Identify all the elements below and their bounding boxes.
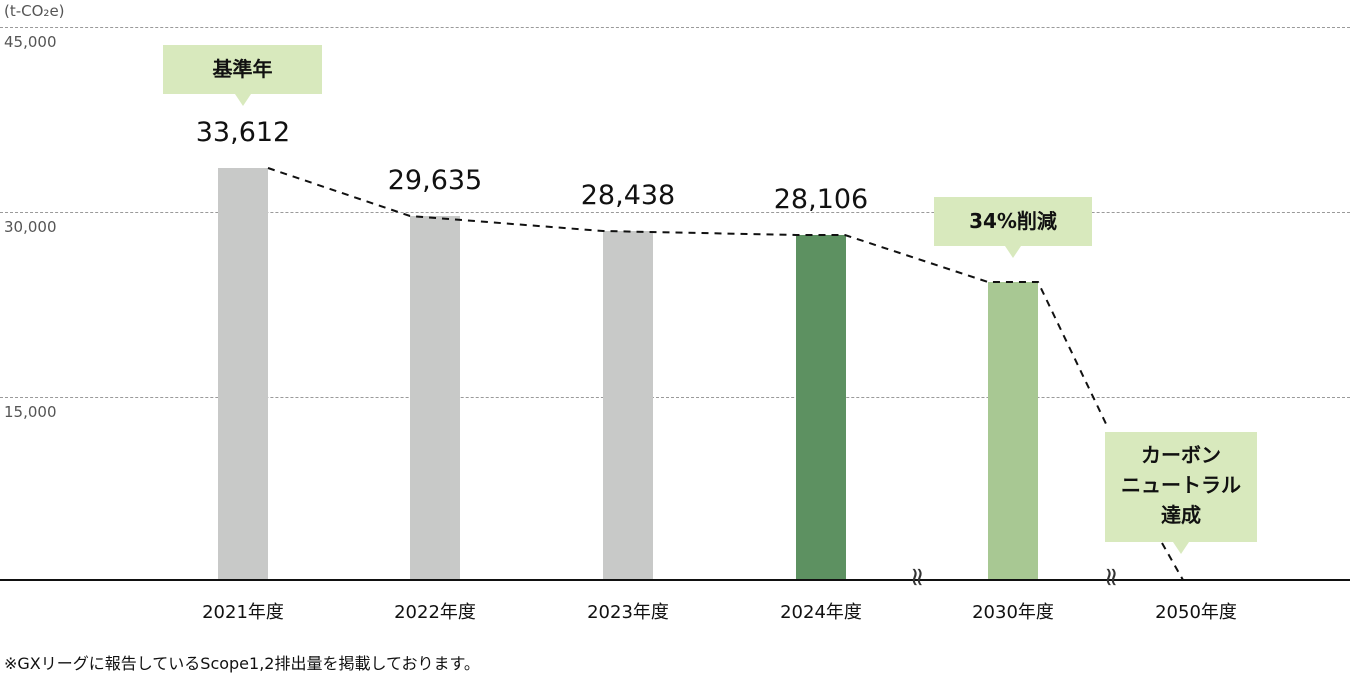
- x-label-2024: 2024年度: [780, 602, 862, 623]
- callout-neutral-line3: 達成: [1161, 503, 1201, 527]
- callout-base-year: 基準年: [163, 45, 322, 106]
- footnote: ※GXリーグに報告しているScope1,2排出量を掲載しております。: [4, 654, 480, 673]
- value-label-2024: 28,106: [773, 184, 869, 215]
- gridline-15000: [0, 397, 1350, 398]
- x-label-2030: 2030年度: [972, 602, 1054, 623]
- y-tick-15000: 15,000: [4, 403, 57, 421]
- callout-carbon-neutral: カーボン ニュートラル 達成: [1105, 432, 1257, 554]
- bar-2022: [410, 216, 460, 580]
- bar-2021: [218, 168, 268, 580]
- x-label-2050: 2050年度: [1155, 602, 1237, 623]
- x-label-2022: 2022年度: [394, 602, 476, 623]
- value-label-2023: 28,438: [580, 180, 676, 211]
- y-tick-45000: 45,000: [4, 33, 57, 51]
- x-label-2021: 2021年度: [202, 602, 284, 623]
- callout-reduction: 34%削減: [934, 197, 1092, 258]
- callout-neutral-line2: ニュートラル: [1121, 473, 1241, 497]
- x-label-2023: 2023年度: [587, 602, 669, 623]
- gridline-30000: [0, 212, 1350, 213]
- value-label-2022: 29,635: [387, 165, 483, 196]
- callout-reduction-text: 34%削減: [969, 209, 1057, 233]
- axis-break-icon: ≈: [1095, 566, 1126, 588]
- bar-2030: [988, 282, 1038, 580]
- y-tick-30000: 30,000: [4, 218, 57, 236]
- callout-neutral-line1: カーボン: [1141, 443, 1221, 467]
- bar-2023: [603, 231, 653, 580]
- value-label-2021: 33,612: [195, 117, 291, 148]
- x-axis-baseline: [0, 579, 1350, 581]
- gridline-45000: [0, 27, 1350, 28]
- y-axis-unit: (t-CO₂e): [4, 2, 65, 20]
- axis-break-icon: ≈: [901, 566, 932, 588]
- callout-base-year-text: 基準年: [212, 57, 273, 81]
- bar-2024: [796, 235, 846, 580]
